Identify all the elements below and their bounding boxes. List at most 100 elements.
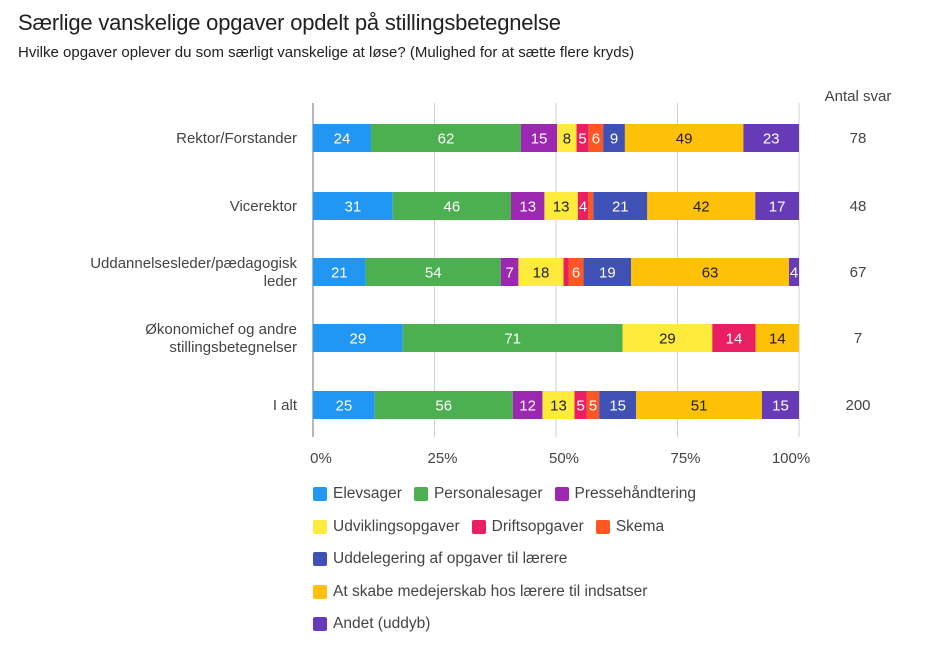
bar-segment bbox=[374, 391, 513, 419]
legend-swatch bbox=[595, 519, 610, 534]
bar-segment-label: 46 bbox=[444, 199, 461, 216]
category-label: Økonomichef og andre bbox=[145, 321, 297, 338]
category-label: Vicerektor bbox=[230, 198, 297, 215]
bar-segment-label: 4 bbox=[579, 199, 587, 216]
bar-segment-label: 15 bbox=[609, 398, 626, 415]
bar-segment bbox=[313, 324, 403, 352]
bar-segment bbox=[518, 258, 564, 286]
x-tick-label: 75% bbox=[670, 450, 700, 467]
response-count: 200 bbox=[845, 397, 870, 414]
chart-subtitle: Hvilke opgaver oplever du som særligt va… bbox=[18, 44, 635, 61]
legend-label: Pressehåndtering bbox=[574, 485, 697, 503]
bar-segment bbox=[542, 391, 575, 419]
x-tick-label: 0% bbox=[310, 450, 332, 467]
legend-swatch bbox=[313, 552, 327, 567]
legend-label: Skema bbox=[615, 517, 665, 535]
bar-segment bbox=[392, 192, 511, 220]
bar-segment bbox=[313, 192, 393, 220]
bar-segment bbox=[647, 192, 756, 220]
legend-item[interactable]: Uddelegering af opgaver til lærere bbox=[313, 550, 567, 568]
bar-segment-label: 56 bbox=[435, 398, 452, 415]
legend-item[interactable]: Personalesager bbox=[413, 485, 543, 503]
bar-segment bbox=[755, 192, 799, 220]
legend-item[interactable]: Skema bbox=[595, 517, 665, 536]
bar-segment-label: 15 bbox=[772, 398, 789, 415]
bar-segment bbox=[576, 124, 589, 152]
x-tick-label: 50% bbox=[549, 450, 579, 467]
bar-segment bbox=[588, 124, 604, 152]
bar-segment bbox=[755, 324, 799, 352]
category-label: I alt bbox=[273, 397, 298, 414]
category-label: leder bbox=[264, 273, 297, 290]
bar-segment bbox=[577, 192, 589, 220]
legend-item[interactable]: Driftsopgaver bbox=[471, 518, 584, 536]
bar-segment-label: 8 bbox=[563, 131, 571, 148]
bar-segment-label: 19 bbox=[599, 265, 616, 282]
legend-label: Personalesager bbox=[433, 485, 543, 503]
legend-swatch bbox=[471, 519, 486, 534]
bar-segment-label: 29 bbox=[659, 331, 676, 348]
response-count: 67 bbox=[850, 264, 867, 281]
bar-segment bbox=[743, 124, 799, 152]
bar-segment-label: 18 bbox=[533, 265, 550, 282]
bar-segment-label: 14 bbox=[726, 331, 743, 348]
bar-segment bbox=[544, 192, 578, 220]
legend-label: Uddelegering af opgaver til lærere bbox=[333, 550, 568, 568]
bar-segment bbox=[313, 391, 375, 419]
bar-segment-label: 13 bbox=[550, 398, 567, 415]
bar-segment bbox=[371, 124, 521, 152]
legend-label: Udviklingsopgaver bbox=[333, 517, 460, 535]
bar-segment bbox=[636, 391, 762, 419]
bar-segment-label: 24 bbox=[334, 131, 351, 148]
legend-label: At skabe medejerskab hos lærere til inds… bbox=[333, 582, 648, 600]
legend-swatch bbox=[313, 617, 327, 632]
bar-segment bbox=[712, 324, 756, 352]
x-tick-label: 100% bbox=[772, 450, 810, 467]
x-tick-label: 25% bbox=[427, 450, 457, 467]
bar-segment-label: 62 bbox=[438, 131, 455, 148]
category-label: Rektor/Forstander bbox=[176, 130, 297, 147]
legend-item[interactable]: At skabe medejerskab hos lærere til inds… bbox=[313, 583, 647, 601]
legend-item[interactable]: Pressehåndtering bbox=[554, 485, 697, 503]
bar-segment bbox=[574, 391, 587, 419]
bar-segment-label: 23 bbox=[763, 131, 780, 148]
bar-segment bbox=[520, 124, 558, 152]
bar-segment-label: 4 bbox=[790, 265, 798, 282]
bar-segment-label: 51 bbox=[691, 398, 708, 415]
chart-legend: Elevsager Personalesager Pressehåndtering U… bbox=[313, 478, 708, 641]
bar-segment-label: 5 bbox=[578, 131, 586, 148]
legend-item[interactable]: Andet (uddyb) bbox=[313, 615, 430, 633]
bar-segment-label: 49 bbox=[676, 131, 693, 148]
legend-swatch bbox=[313, 584, 327, 599]
bar-segment-label: 13 bbox=[553, 199, 570, 216]
bar-segment bbox=[761, 391, 799, 419]
bar-segment bbox=[365, 258, 501, 286]
bar-segment-label: 54 bbox=[425, 265, 442, 282]
bar-segment-label: 21 bbox=[331, 265, 348, 282]
legend-item[interactable]: Elevsager bbox=[313, 485, 402, 503]
response-count: 48 bbox=[850, 198, 867, 215]
bar-segment bbox=[313, 124, 372, 152]
bar-segment-label: 17 bbox=[769, 199, 786, 216]
legend-row: At skabe medejerskab hos lærere til inds… bbox=[313, 576, 708, 609]
legend-row: Andet (uddyb) bbox=[313, 608, 708, 641]
bar-segment bbox=[563, 258, 569, 286]
legend-swatch bbox=[313, 487, 327, 502]
bar-segment bbox=[788, 258, 799, 286]
bar-segment-label: 31 bbox=[345, 199, 362, 216]
bar-segment-label: 71 bbox=[504, 331, 521, 348]
bar-segment bbox=[313, 258, 366, 286]
legend-swatch bbox=[313, 519, 327, 534]
legend-row: Uddelegering af opgaver til lærere bbox=[313, 543, 708, 576]
bar-segment bbox=[588, 192, 594, 220]
category-label: stillingsbetegnelser bbox=[169, 339, 297, 356]
bar-segment-label: 13 bbox=[519, 199, 536, 216]
bar-segment-label: 6 bbox=[592, 131, 600, 148]
bar-segment bbox=[568, 258, 584, 286]
bar-segment bbox=[603, 124, 625, 152]
legend-label: Elevsager bbox=[333, 485, 402, 503]
bar-segment bbox=[586, 391, 600, 419]
legend-item[interactable]: Udviklingsopgaver bbox=[313, 518, 460, 536]
bar-segment-label: 21 bbox=[612, 199, 629, 216]
